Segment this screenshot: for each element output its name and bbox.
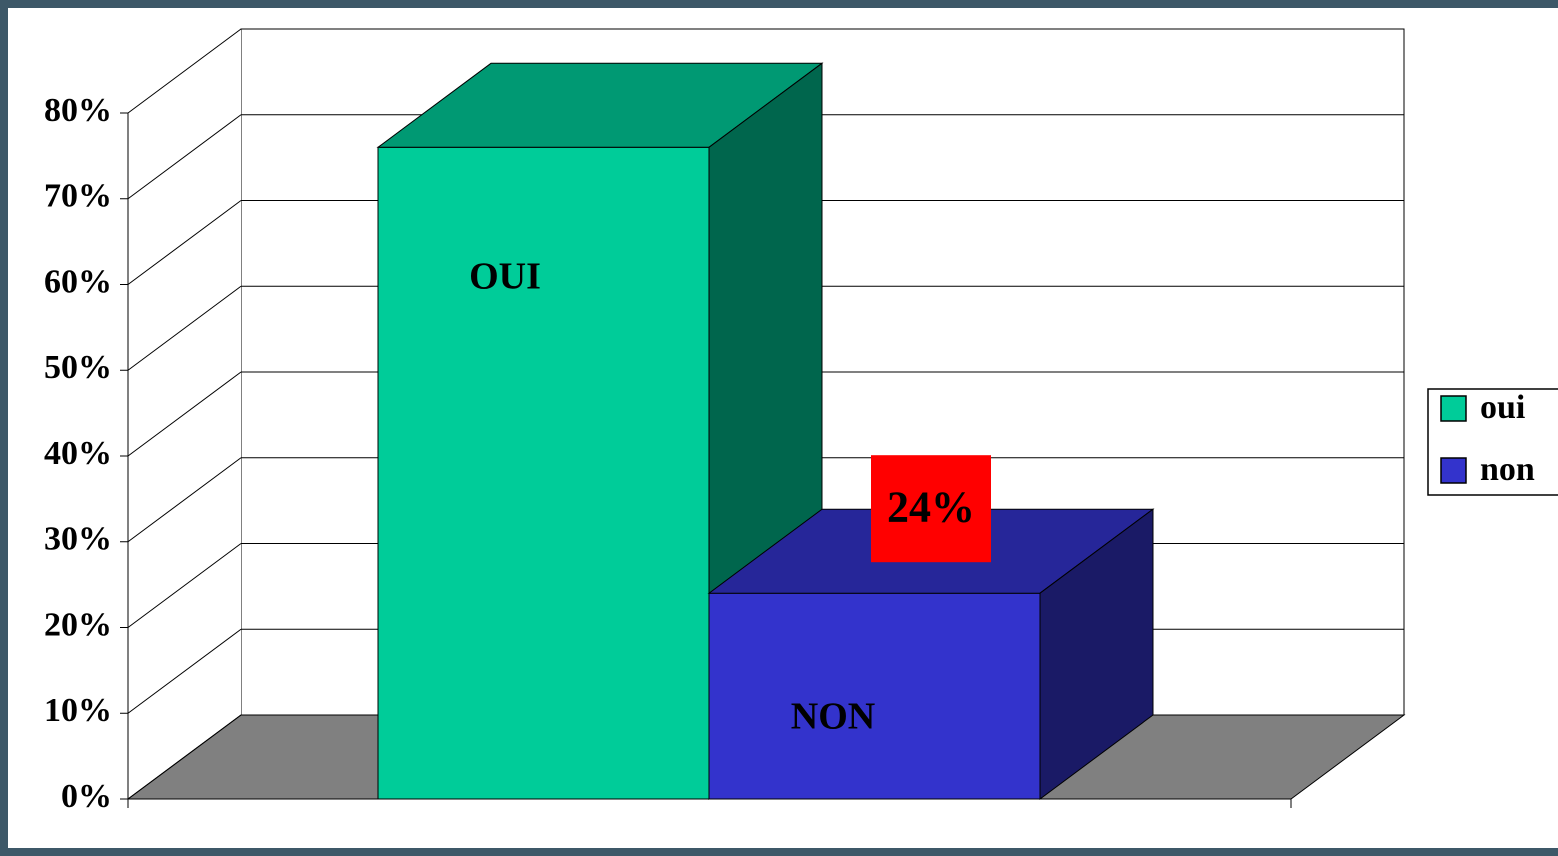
y-tick-label: 10% [44, 692, 112, 729]
side-grid-line [127, 457, 242, 543]
legend-label: oui [1480, 389, 1525, 426]
value-label: 24% [887, 482, 975, 531]
y-tick-label: 30% [44, 521, 112, 558]
side-grid-line [127, 200, 242, 285]
value-label-box [871, 455, 991, 563]
y-tick-label: 40% [44, 435, 112, 472]
bar-front [708, 592, 1041, 800]
y-tick-label: 0% [61, 778, 112, 815]
y-tick-label: 50% [44, 349, 112, 386]
annotation: NON [791, 696, 875, 738]
side-grid-line [127, 543, 242, 628]
side-grid-line [127, 628, 242, 714]
bar-front [377, 146, 710, 800]
side-grid-line [127, 285, 242, 371]
side-grid-line [127, 714, 242, 800]
side-grid-line [127, 114, 242, 200]
annotation: OUI [469, 256, 541, 298]
legend-swatch [1440, 457, 1467, 484]
legend-swatch [1440, 395, 1467, 422]
y-tick-label: 60% [44, 263, 112, 300]
legend-label: non [1480, 451, 1535, 488]
side-grid-line [127, 28, 242, 114]
y-tick-label: 80% [44, 92, 112, 129]
y-tick-label: 20% [44, 606, 112, 643]
y-tick-label: 70% [44, 178, 112, 215]
bar-side [1039, 508, 1154, 800]
side-grid-line [127, 371, 242, 457]
